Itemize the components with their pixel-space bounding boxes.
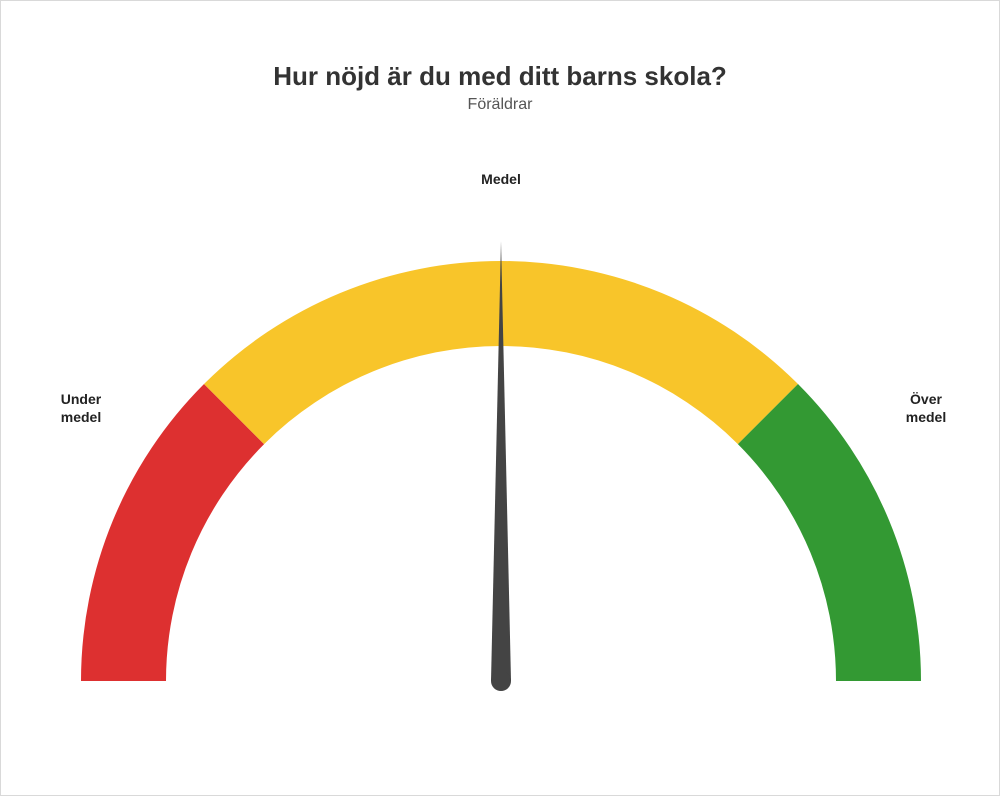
gauge-container: [1, 161, 999, 726]
gauge-segment: [81, 384, 264, 681]
gauge-label-left: Under medel: [41, 391, 121, 426]
chart-title: Hur nöjd är du med ditt barns skola?: [1, 61, 999, 92]
gauge-label-top: Medel: [461, 171, 541, 189]
gauge-needle-hub: [491, 671, 511, 691]
gauge-segment: [738, 384, 921, 681]
chart-frame: Hur nöjd är du med ditt barns skola? För…: [0, 0, 1000, 796]
gauge-chart: [1, 161, 1000, 721]
gauge-label-right: Över medel: [886, 391, 966, 426]
chart-subtitle: Föräldrar: [1, 96, 999, 114]
